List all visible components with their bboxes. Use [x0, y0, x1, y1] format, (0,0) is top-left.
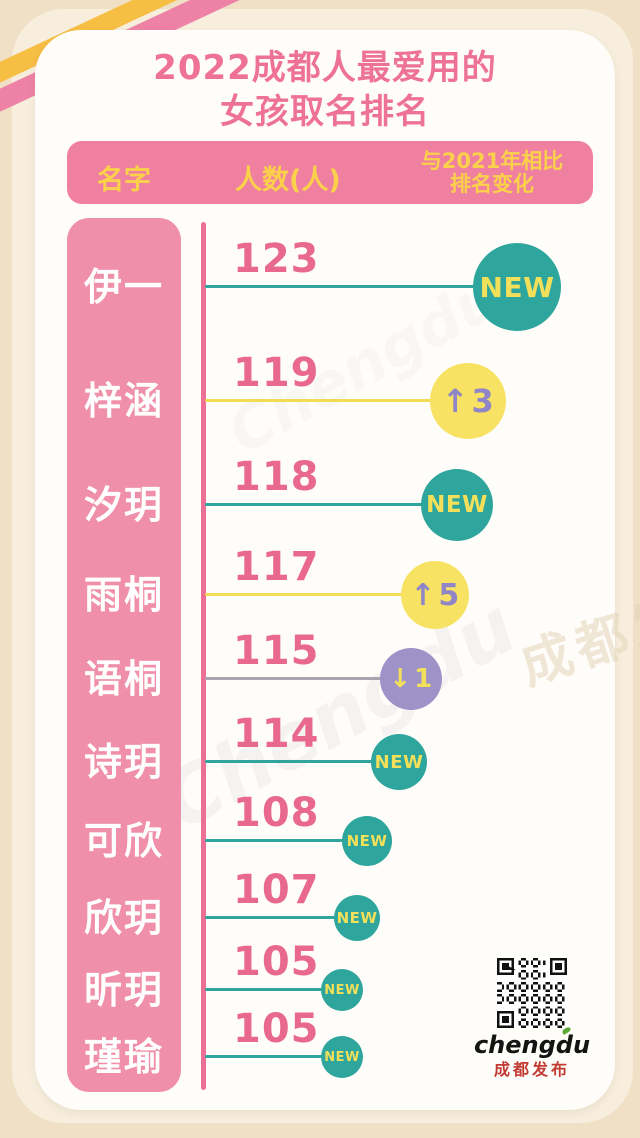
bar-line	[205, 1055, 342, 1058]
header-count-col: 人数(人)	[235, 165, 341, 196]
bar-line	[205, 285, 517, 288]
up-arrow-icon: ↑	[441, 382, 469, 420]
change-badge: ↑ 3	[430, 363, 506, 439]
change-label: 3	[471, 382, 495, 420]
count-value: 107	[233, 867, 320, 913]
count-value: 108	[233, 790, 320, 836]
name-label: 诗玥	[83, 740, 164, 784]
bar-line	[205, 988, 342, 991]
change-label: NEW	[346, 832, 388, 850]
name-column	[67, 218, 181, 1092]
change-label: NEW	[324, 982, 360, 998]
bar-line	[205, 399, 468, 402]
header-change-col: 与2021年相比 排名变化	[397, 150, 587, 196]
name-label: 语桐	[83, 657, 164, 701]
qr-code	[497, 958, 567, 1028]
change-badge: NEW	[321, 1036, 363, 1078]
change-label: NEW	[336, 909, 378, 927]
change-label: 5	[438, 577, 460, 613]
change-badge: ↓ 1	[380, 648, 442, 710]
table-header: 名字 人数(人) 与2021年相比 排名变化	[67, 141, 593, 204]
change-label: NEW	[324, 1049, 360, 1065]
bar-line	[205, 916, 357, 919]
change-badge: NEW	[334, 895, 380, 941]
change-label: NEW	[479, 270, 555, 304]
page-title: 2022成都人最爱用的 女孩取名排名	[35, 46, 615, 134]
count-value: 105	[233, 1006, 320, 1052]
change-badge: NEW	[371, 734, 427, 790]
bar-line	[205, 503, 457, 506]
name-label: 伊一	[83, 265, 164, 309]
count-value: 118	[233, 454, 320, 500]
name-label: 梓涵	[83, 379, 164, 423]
chengdu-fabu-seal: 成都发布	[493, 1060, 570, 1079]
count-value: 105	[233, 939, 320, 985]
header-name-col: 名字	[97, 165, 151, 196]
change-label: 1	[414, 664, 433, 694]
change-badge: NEW	[342, 816, 392, 866]
change-badge: NEW	[473, 243, 561, 331]
up-arrow-icon: ↑	[410, 577, 436, 613]
count-value: 117	[233, 544, 320, 590]
name-label: 可欣	[83, 819, 164, 863]
count-value: 119	[233, 350, 320, 396]
bar-line	[205, 760, 399, 763]
axis-line	[201, 222, 206, 1090]
chengdu-logo-text: chengdu	[467, 1026, 597, 1058]
change-label: NEW	[426, 492, 488, 518]
title-line2: 女孩取名排名	[220, 92, 430, 132]
change-label: NEW	[374, 751, 424, 773]
down-arrow-icon: ↓	[389, 664, 412, 694]
bar-line	[205, 677, 411, 680]
count-value: 114	[233, 711, 320, 757]
name-label: 瑾瑜	[83, 1035, 164, 1079]
infographic-card: Chengdu Chengdu 成都发布 2022成都人最爱用的 女孩取名排名 …	[35, 30, 640, 1110]
bar-line	[205, 839, 367, 842]
count-value: 123	[233, 236, 320, 282]
name-label: 昕玥	[83, 968, 164, 1012]
change-badge: ↑ 5	[401, 561, 469, 629]
bar-line	[205, 593, 435, 596]
name-label: 欣玥	[83, 896, 164, 940]
title-line1: 2022成都人最爱用的	[153, 48, 497, 88]
header-change-line2: 排名变化	[450, 172, 534, 196]
name-label: 汐玥	[83, 483, 164, 527]
name-label: 雨桐	[83, 573, 164, 617]
count-value: 115	[233, 628, 320, 674]
change-badge: NEW	[321, 969, 363, 1011]
change-badge: NEW	[421, 469, 493, 541]
header-change-line1: 与2021年相比	[420, 149, 564, 173]
chengdu-logo: chengdu 成都发布	[467, 1026, 597, 1080]
